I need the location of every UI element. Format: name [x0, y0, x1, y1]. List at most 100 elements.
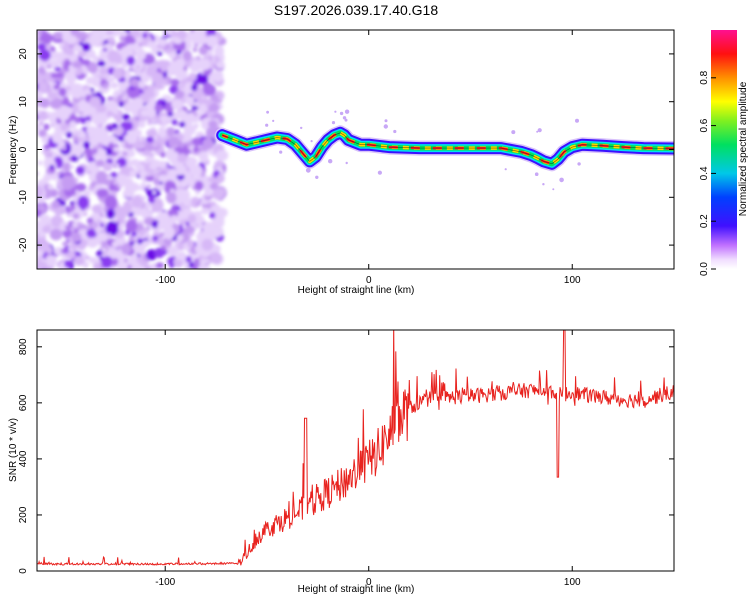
noise-blob: [107, 126, 113, 131]
noise-blob: [124, 121, 133, 131]
noise-blob: [161, 245, 167, 251]
snr-y-tick-label: 200: [18, 506, 29, 523]
noise-blob: [138, 119, 146, 129]
noise-blob: [71, 83, 84, 97]
ridge-centerline: [222, 132, 674, 165]
noise-blob: [58, 87, 67, 97]
noise-blob: [110, 172, 118, 178]
noise-blob: [102, 48, 108, 52]
noise-blob: [71, 232, 82, 243]
noise-blob: [60, 122, 69, 132]
noise-blob: [37, 108, 42, 115]
noise-blob: [129, 170, 138, 178]
noise-blob: [135, 49, 147, 61]
noise-blob: [121, 210, 126, 214]
figure-title: S197.2026.039.17.40.G18: [274, 2, 438, 18]
noise-blob: [37, 34, 41, 39]
noise-blob: [37, 171, 40, 176]
noise-blob: [209, 252, 223, 265]
noise-blob: [66, 251, 76, 260]
noise-blob: [37, 30, 43, 35]
noise-blob: [191, 158, 198, 164]
noise-blob: [208, 120, 218, 129]
noise-blob: [192, 47, 198, 53]
noise-blob: [61, 248, 67, 254]
noise-blob: [91, 223, 96, 228]
noise-blob: [150, 209, 155, 213]
noise-blob: [120, 165, 131, 175]
noise-blob: [140, 109, 151, 117]
noise-blob: [38, 81, 49, 93]
noise-blob: [134, 163, 144, 171]
noise-blob: [80, 73, 85, 79]
noise-blob: [191, 84, 198, 92]
noise-blob: [132, 97, 144, 110]
noise-blob: [188, 72, 197, 81]
noise-blob: [142, 240, 151, 247]
noise-blob: [151, 142, 159, 148]
noise-blob: [138, 229, 145, 237]
noise-blob: [192, 137, 202, 147]
snr-y-tick-label: 0: [18, 568, 29, 574]
noise-blob: [156, 51, 163, 56]
noise-blob: [142, 150, 151, 157]
noise-blob: [106, 110, 113, 118]
noise-blob: [95, 104, 107, 113]
ridge-speck: [537, 128, 542, 133]
noise-blob: [49, 164, 55, 170]
noise-blob: [146, 189, 153, 197]
noise-blob: [122, 113, 130, 121]
noise-blob: [64, 70, 77, 81]
ridge-speck: [377, 170, 382, 175]
noise-blob: [167, 246, 179, 256]
noise-blob: [160, 152, 166, 158]
noise-blob: [37, 250, 44, 257]
spectrogram-y-tick-label: -10: [18, 190, 29, 205]
noise-blob: [37, 197, 46, 204]
noise-blob: [176, 174, 185, 180]
noise-blob: [61, 175, 74, 191]
noise-blob: [198, 223, 204, 230]
colorbar-tick-label: 0.4: [699, 166, 710, 180]
noise-blob: [176, 30, 187, 40]
noise-blob: [210, 94, 219, 102]
noise-blob: [168, 168, 178, 178]
noise-blob: [179, 80, 184, 84]
noise-blob: [125, 73, 131, 77]
noise-blob: [172, 36, 181, 43]
snr-y-tick-label: 800: [18, 338, 29, 355]
noise-blob: [146, 249, 157, 261]
noise-blob: [62, 228, 73, 239]
noise-blob: [171, 99, 184, 110]
noise-blob: [120, 261, 129, 269]
noise-blob: [43, 123, 50, 131]
noise-blob: [71, 105, 79, 113]
noise-blob: [45, 255, 58, 267]
noise-blob: [170, 78, 180, 87]
noise-blob: [184, 53, 192, 60]
noise-region: [37, 30, 229, 269]
ridge-speck: [344, 109, 350, 114]
noise-blob: [187, 214, 197, 224]
noise-blob: [172, 204, 177, 208]
noise-blob: [38, 231, 45, 238]
noise-blob: [145, 175, 155, 182]
noise-blob: [131, 41, 140, 51]
noise-blob: [88, 257, 98, 264]
noise-blob: [50, 72, 59, 79]
noise-blob: [100, 241, 108, 246]
noise-blob: [177, 188, 191, 203]
noise-blob: [38, 160, 43, 166]
noise-blob: [37, 73, 45, 85]
noise-blob: [146, 40, 157, 49]
spectrogram-x-tick-label: 100: [564, 275, 581, 286]
noise-blob: [37, 209, 42, 218]
noise-blob: [73, 255, 85, 266]
noise-blob: [118, 136, 125, 142]
noise-blob: [79, 132, 87, 139]
ridge-speck: [266, 110, 269, 114]
noise-blob: [171, 30, 178, 38]
noise-blob: [132, 243, 141, 252]
ridge-speck: [504, 168, 507, 171]
